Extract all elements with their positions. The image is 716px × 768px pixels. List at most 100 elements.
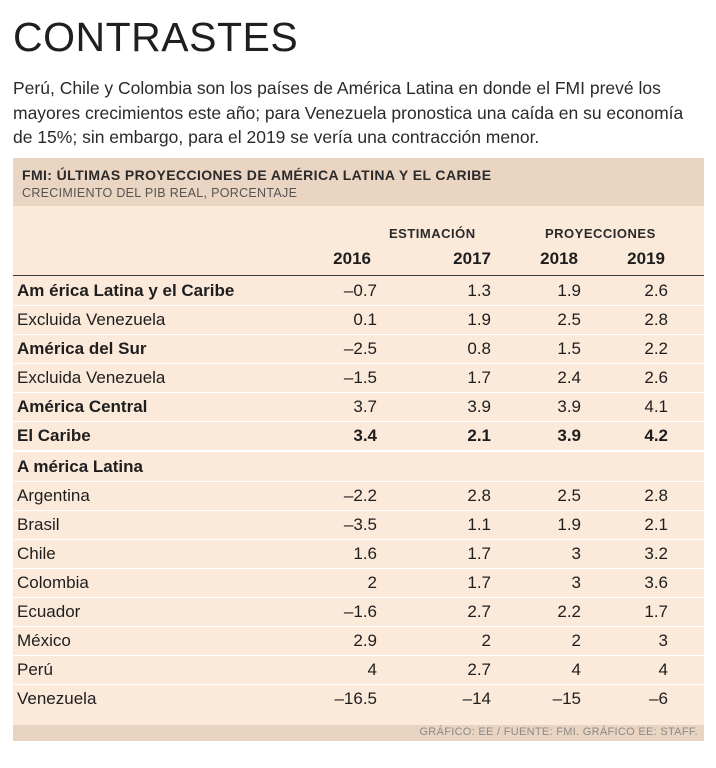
cell-2018: 2.2 <box>557 602 581 621</box>
cell-2017: 2.8 <box>467 486 491 505</box>
table-subtitle: CRECIMIENTO DEL PIB REAL, PORCENTAJE <box>22 186 298 200</box>
cell-2018: 1.5 <box>557 339 581 358</box>
row-label: Excluida Venezuela <box>17 310 166 329</box>
cell-2018: 2.5 <box>557 486 581 505</box>
cell-2019: 3.2 <box>644 544 668 563</box>
cell-2016: 1.6 <box>353 544 377 563</box>
cell-2018: 3 <box>571 573 581 592</box>
cell-2019: 4.2 <box>644 426 668 445</box>
table-row: América del Sur –2.5 0.8 1.5 2.2 <box>13 334 704 364</box>
row-label: Colombia <box>17 573 89 592</box>
row-label: América Central <box>17 397 148 416</box>
cell-2016: 4 <box>367 660 377 679</box>
column-header-2019: 2019 <box>627 249 665 268</box>
cell-2016: –2.5 <box>343 339 377 358</box>
row-label: Chile <box>17 544 56 563</box>
cell-2017: 1.7 <box>467 544 491 563</box>
table-row: Ecuador –1.6 2.7 2.2 1.7 <box>13 597 704 627</box>
table-row: El Caribe 3.4 2.1 3.9 4.2 <box>13 421 704 450</box>
table-header-band: FMI: ÚLTIMAS PROYECCIONES DE AMÉRICA LAT… <box>13 158 704 206</box>
table-panel: FMI: ÚLTIMAS PROYECCIONES DE AMÉRICA LAT… <box>13 158 704 740</box>
header-rule <box>13 275 704 276</box>
cell-2019: 2.8 <box>644 486 668 505</box>
cell-2019: –6 <box>649 689 668 708</box>
table-row: Chile 1.6 1.7 3 3.2 <box>13 539 704 569</box>
row-label: Am érica Latina y el Caribe <box>17 281 235 300</box>
cell-2016: 2.9 <box>353 631 377 650</box>
cell-2018: 3.9 <box>557 397 581 416</box>
cell-2018: 3 <box>571 544 581 563</box>
cell-2019: 2.6 <box>644 281 668 300</box>
table-title: FMI: ÚLTIMAS PROYECCIONES DE AMÉRICA LAT… <box>22 167 492 183</box>
table-row: América Central 3.7 3.9 3.9 4.1 <box>13 392 704 422</box>
intro-text: Perú, Chile y Colombia son los países de… <box>13 78 684 147</box>
cell-2016: –1.6 <box>343 602 377 621</box>
cell-2017: 1.7 <box>467 573 491 592</box>
table-row: Venezuela –16.5 –14 –15 –6 <box>13 684 704 713</box>
row-label: A mérica Latina <box>17 457 143 476</box>
cell-2018: –15 <box>552 689 581 708</box>
cell-2017: 2.7 <box>467 660 491 679</box>
cell-2017: 3.9 <box>467 397 491 416</box>
table-row: México 2.9 2 2 3 <box>13 626 704 656</box>
column-header-2018: 2018 <box>540 249 578 268</box>
cell-2017: 0.8 <box>467 339 491 358</box>
cell-2019: 2.6 <box>644 368 668 387</box>
cell-2016: –2.2 <box>343 486 377 505</box>
cell-2018: 4 <box>571 660 581 679</box>
row-label: Excluida Venezuela <box>17 368 166 387</box>
row-label: Argentina <box>17 486 90 505</box>
cell-2017: 1.9 <box>467 310 491 329</box>
table-row: A mérica Latina <box>13 452 704 482</box>
cell-2017: 2.1 <box>467 426 491 445</box>
section-divider <box>13 450 704 452</box>
cell-2016: 0.1 <box>353 310 377 329</box>
cell-2018: 2 <box>571 631 581 650</box>
row-label: Ecuador <box>17 602 81 621</box>
row-label: América del Sur <box>17 339 147 358</box>
cell-2016: –16.5 <box>334 689 377 708</box>
table-row: Brasil –3.5 1.1 1.9 2.1 <box>13 510 704 540</box>
row-label: Brasil <box>17 515 60 534</box>
cell-2018: 2.4 <box>557 368 581 387</box>
cell-2019: 2.2 <box>644 339 668 358</box>
cell-2016: –1.5 <box>343 368 377 387</box>
cell-2018: 3.9 <box>557 426 581 445</box>
footer-band: GRÁFICO: EE / FUENTE: FMI. GRÁFICO EE: S… <box>13 725 704 741</box>
cell-2018: 1.9 <box>557 515 581 534</box>
cell-2019: 3 <box>658 631 668 650</box>
cell-2019: 3.6 <box>644 573 668 592</box>
cell-2016: –0.7 <box>343 281 377 300</box>
headline: CONTRASTES <box>13 14 299 60</box>
column-header-2017: 2017 <box>453 249 491 268</box>
cell-2017: 1.1 <box>467 515 491 534</box>
cell-2017: 1.7 <box>467 368 491 387</box>
row-label: Perú <box>17 660 53 679</box>
cell-2016: 3.4 <box>353 426 377 445</box>
cell-2019: 2.1 <box>644 515 668 534</box>
row-label: México <box>17 631 71 650</box>
cell-2016: 2 <box>367 573 377 592</box>
table-row: Argentina –2.2 2.8 2.5 2.8 <box>13 481 704 511</box>
source-credit: GRÁFICO: EE / FUENTE: FMI. GRÁFICO EE: S… <box>419 726 698 738</box>
cell-2019: 4 <box>658 660 668 679</box>
column-header-2016: 2016 <box>333 249 371 268</box>
cell-2017: 2 <box>481 631 491 650</box>
table-row: Excluida Venezuela 0.1 1.9 2.5 2.8 <box>13 305 704 335</box>
table-row: Am érica Latina y el Caribe –0.7 1.3 1.9 2.6 <box>13 276 704 306</box>
column-group-proyecciones: PROYECCIONES <box>545 226 656 241</box>
cell-2017: 2.7 <box>467 602 491 621</box>
cell-2019: 4.1 <box>644 397 668 416</box>
table-row: Colombia 2 1.7 3 3.6 <box>13 568 704 598</box>
cell-2016: –3.5 <box>343 515 377 534</box>
row-label: Venezuela <box>17 689 97 708</box>
cell-2018: 1.9 <box>557 281 581 300</box>
cell-2016: 3.7 <box>353 397 377 416</box>
row-label: El Caribe <box>17 426 91 445</box>
cell-2017: 1.3 <box>467 281 491 300</box>
column-group-estimacion: ESTIMACIÓN <box>389 226 476 241</box>
cell-2018: 2.5 <box>557 310 581 329</box>
table-row: Excluida Venezuela –1.5 1.7 2.4 2.6 <box>13 363 704 393</box>
cell-2019: 1.7 <box>644 602 668 621</box>
cell-2019: 2.8 <box>644 310 668 329</box>
